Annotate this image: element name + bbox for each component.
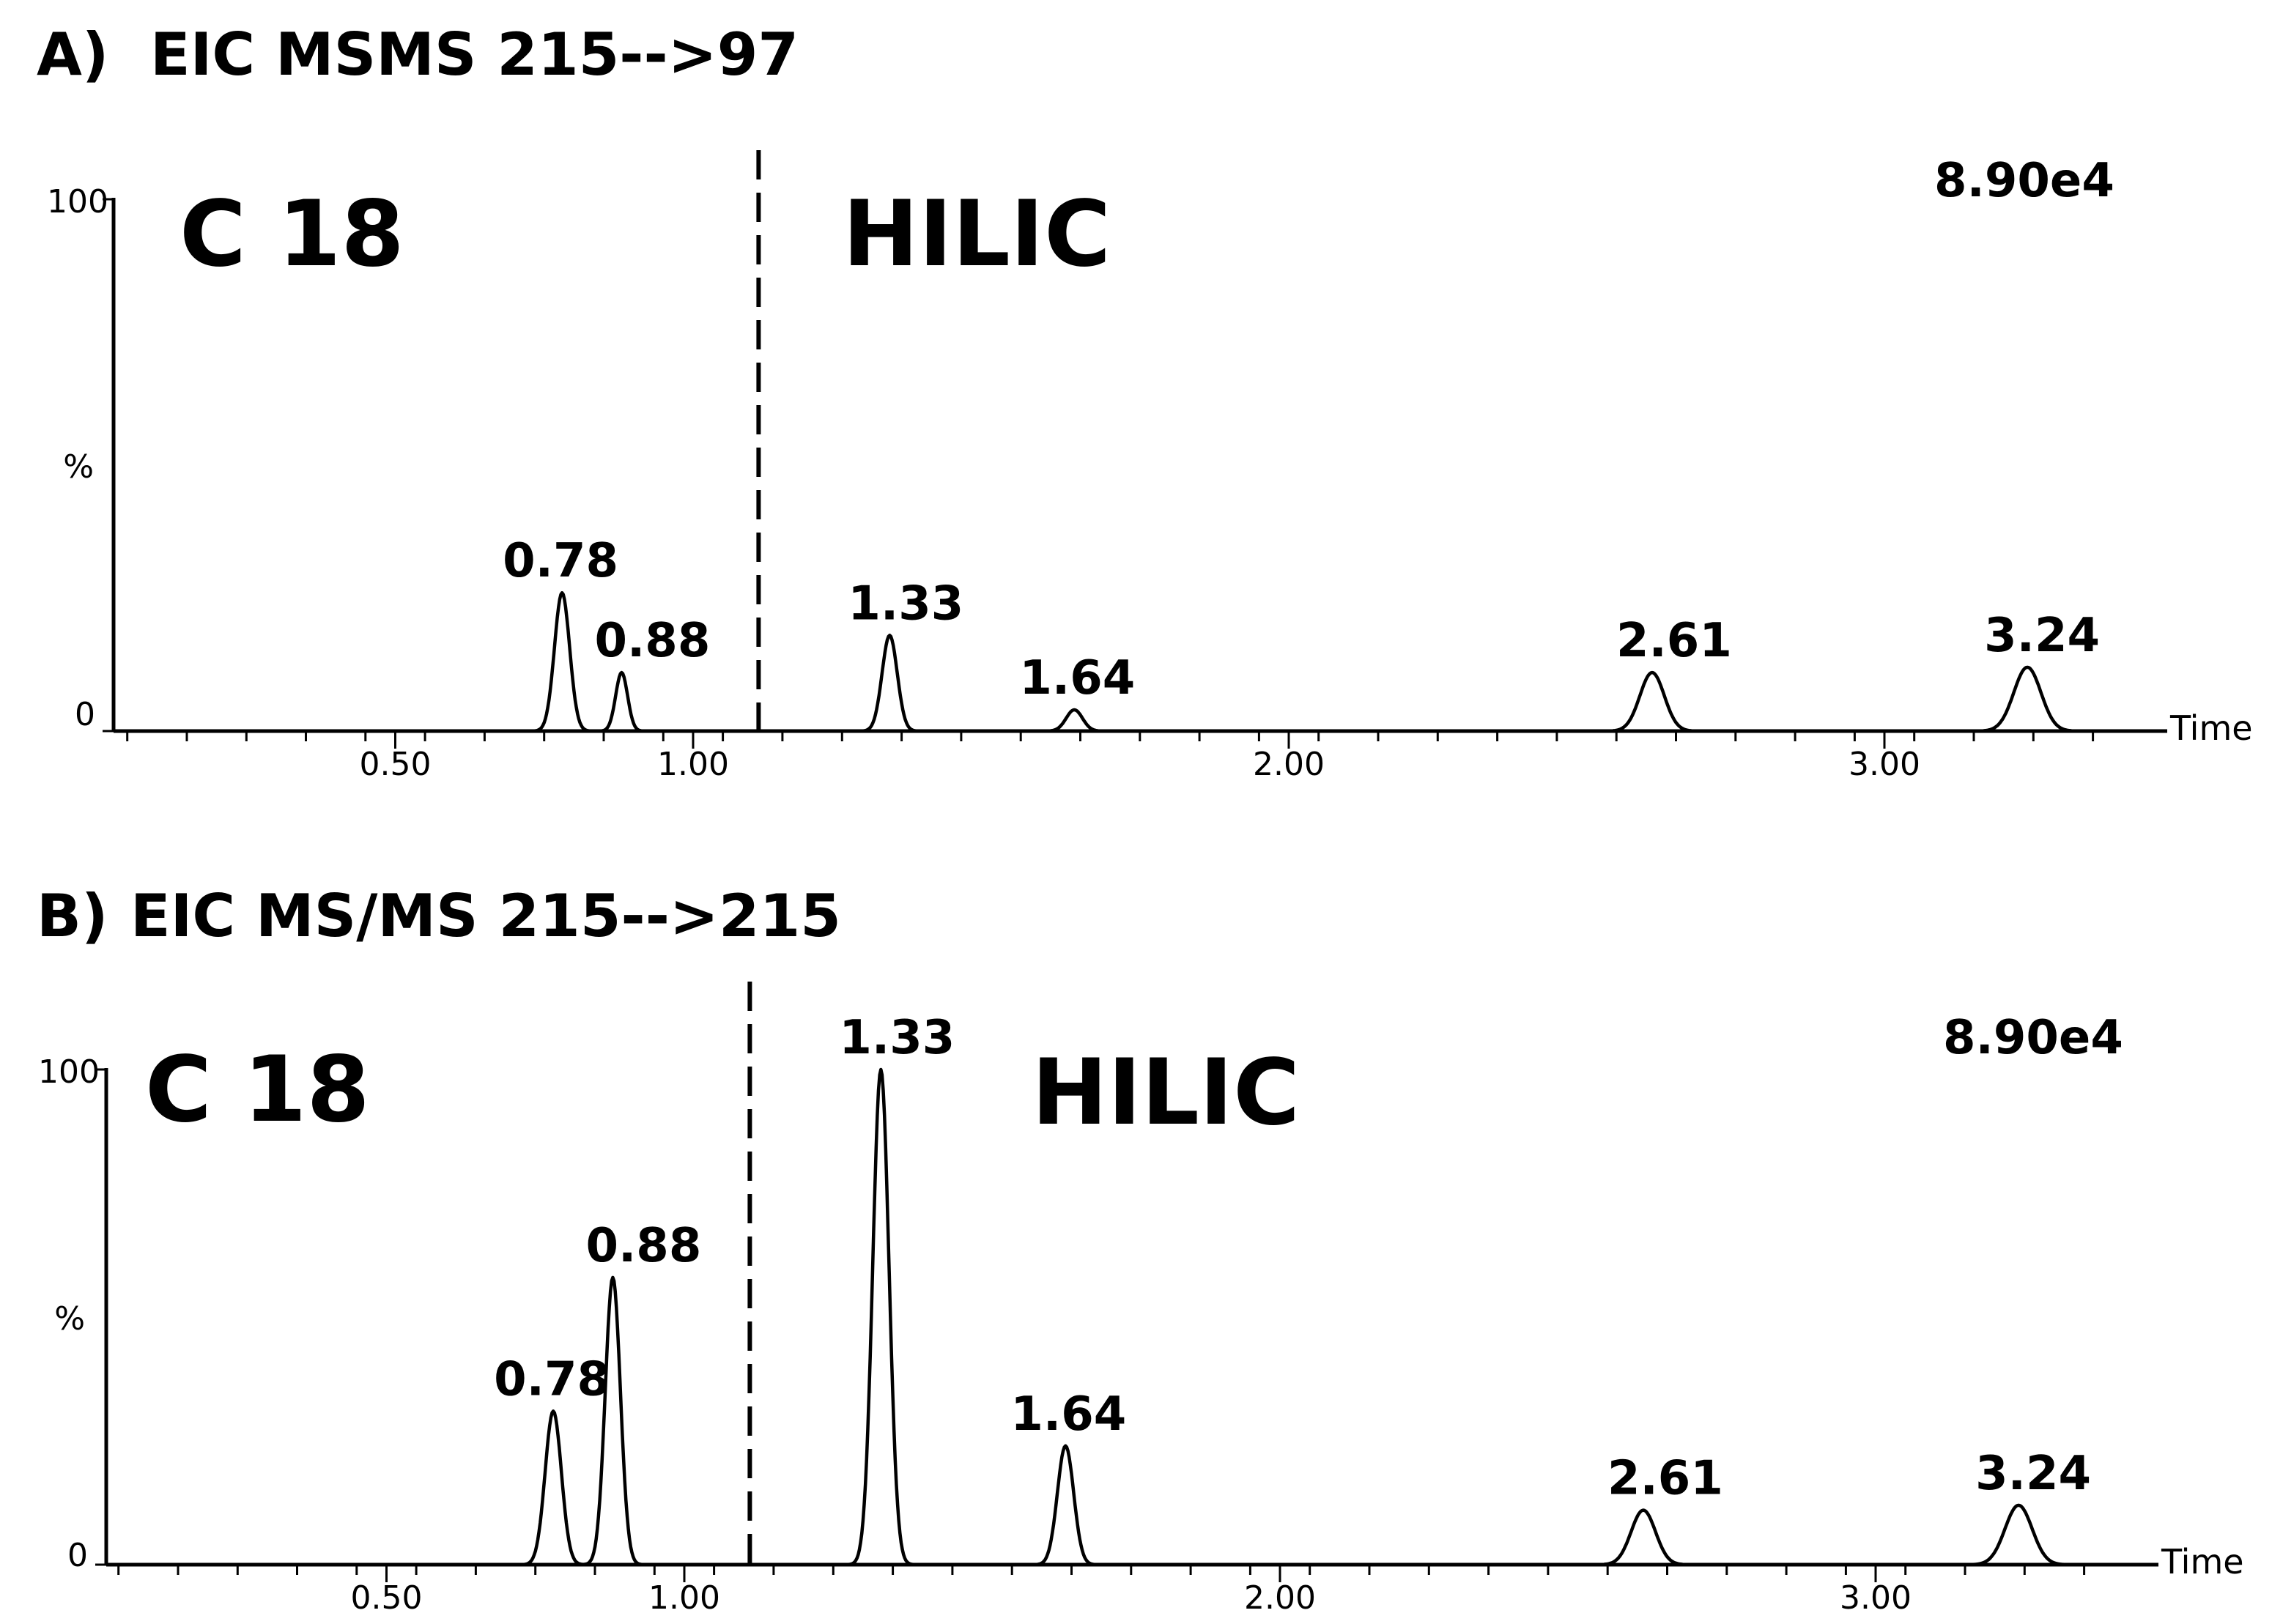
panel-a-x-axis-label: Time bbox=[2169, 708, 2253, 748]
peak-label: 0.78 bbox=[503, 534, 618, 588]
peak-label: 1.33 bbox=[839, 1011, 955, 1065]
panel-a-peak-labels: 0.78 0.88 1.33 1.64 2.61 3.24 bbox=[503, 534, 2100, 705]
panel-a-x-tick-label: 0.50 bbox=[360, 746, 432, 783]
panel-a-title: EIC MSMS 215-->97 bbox=[150, 21, 799, 89]
panel-a-right-label: HILIC bbox=[843, 182, 1111, 287]
panel-b-right-label: HILIC bbox=[1032, 1040, 1300, 1146]
peak-label: 2.61 bbox=[1607, 1452, 1723, 1506]
panel-a-y-zero-label: 0 bbox=[75, 696, 95, 733]
panel-b-y-mid-label: % bbox=[54, 1300, 85, 1338]
panel-b-y-zero-label: 0 bbox=[67, 1537, 88, 1574]
panel-a-left-label: C 18 bbox=[180, 182, 404, 287]
panel-a-y-mid-label: % bbox=[63, 448, 94, 486]
panel-a-x-tick-label: 1.00 bbox=[657, 746, 729, 783]
panel-b-x-axis-label: Time bbox=[2161, 1542, 2244, 1582]
panel-a-letter: A) bbox=[37, 21, 108, 89]
panel-b-trace bbox=[106, 1067, 2120, 1567]
panel-b-x-ticks bbox=[117, 1565, 2086, 1582]
panel-b-x-tick-label: 2.00 bbox=[1244, 1579, 1316, 1617]
panel-b-scale: 8.90e4 bbox=[1943, 1011, 2123, 1065]
panel-a-x-tick-label: 3.00 bbox=[1849, 746, 1920, 783]
panel-b-x-tick-label: 3.00 bbox=[1840, 1579, 1912, 1617]
panel-a-trace bbox=[114, 590, 2129, 733]
panel-b-y-top-label: 100 bbox=[38, 1053, 100, 1091]
panel-a-x-ticks bbox=[126, 731, 2095, 749]
peak-label: 0.88 bbox=[585, 1219, 701, 1273]
peak-label: 1.64 bbox=[1019, 651, 1135, 705]
peak-label: 0.88 bbox=[594, 614, 710, 668]
panel-b-left-label: C 18 bbox=[145, 1037, 370, 1143]
panel-b-x-tick-label: 0.50 bbox=[351, 1579, 423, 1617]
peak-label: 2.61 bbox=[1616, 614, 1732, 668]
peak-label: 1.33 bbox=[848, 576, 963, 631]
panel-b-x-tick-label: 1.00 bbox=[648, 1579, 720, 1617]
peak-label: 1.64 bbox=[1010, 1387, 1126, 1442]
panel-a-scale: 8.90e4 bbox=[1934, 154, 2114, 208]
panel-a-x-tick-label: 2.00 bbox=[1253, 746, 1325, 783]
panel-a: A) EIC MSMS 215-->97 8.90e4 C 18 HILIC 1… bbox=[37, 21, 2253, 783]
panel-b-title: EIC MS/MS 215-->215 bbox=[130, 882, 841, 950]
panel-a-y-top-label: 100 bbox=[47, 183, 108, 220]
panel-b: B) EIC MS/MS 215-->215 8.90e4 C 18 HILIC… bbox=[37, 882, 2244, 1617]
panel-b-peak-labels: 0.78 0.88 1.33 1.64 2.61 3.24 bbox=[494, 1011, 2091, 1506]
peak-label: 0.78 bbox=[494, 1352, 610, 1406]
panel-b-letter: B) bbox=[37, 882, 108, 950]
peak-label: 3.24 bbox=[1984, 609, 2100, 663]
peak-label: 3.24 bbox=[1975, 1447, 2091, 1501]
